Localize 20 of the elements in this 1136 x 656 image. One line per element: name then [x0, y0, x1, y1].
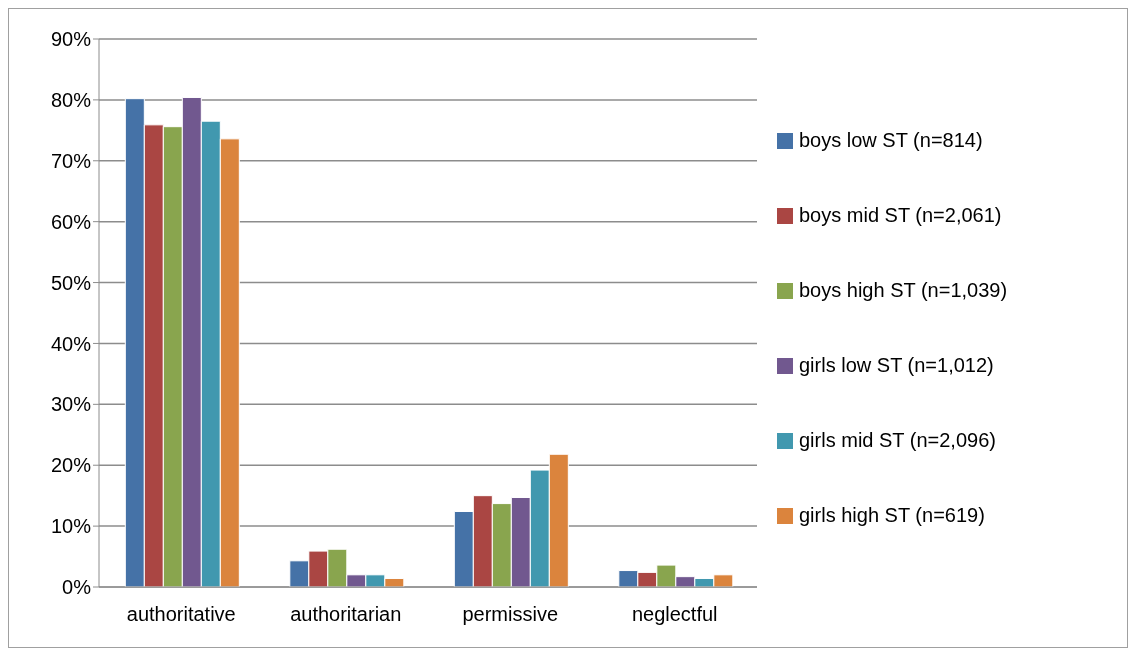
legend-label: girls low ST (n=1,012) — [799, 354, 994, 377]
y-tick-label: 10% — [50, 515, 92, 538]
y-tick-label: 60% — [50, 210, 92, 233]
y-tick-label: 0% — [62, 576, 92, 599]
y-tick-label: 30% — [50, 393, 92, 416]
y-tick-label: 20% — [50, 454, 92, 477]
y-tick-label: 80% — [50, 88, 92, 111]
legend-label: boys low ST (n=814) — [799, 129, 983, 152]
legend-label: girls high ST (n=619) — [799, 504, 985, 527]
legend-label: boys mid ST (n=2,061) — [799, 204, 1002, 227]
x-tick-label: authoritative — [126, 603, 236, 626]
x-tick-label: permissive — [462, 603, 559, 626]
legend-label: boys high ST (n=1,039) — [799, 279, 1008, 302]
y-tick-label: 50% — [50, 271, 92, 294]
y-tick-label: 40% — [50, 332, 92, 355]
y-tick-label: 90% — [50, 28, 92, 51]
x-tick-label: authoritarian — [290, 603, 402, 626]
legend-label: girls mid ST (n=2,096) — [799, 429, 996, 452]
y-tick-label: 70% — [50, 149, 92, 172]
x-tick-label: neglectful — [631, 603, 718, 626]
